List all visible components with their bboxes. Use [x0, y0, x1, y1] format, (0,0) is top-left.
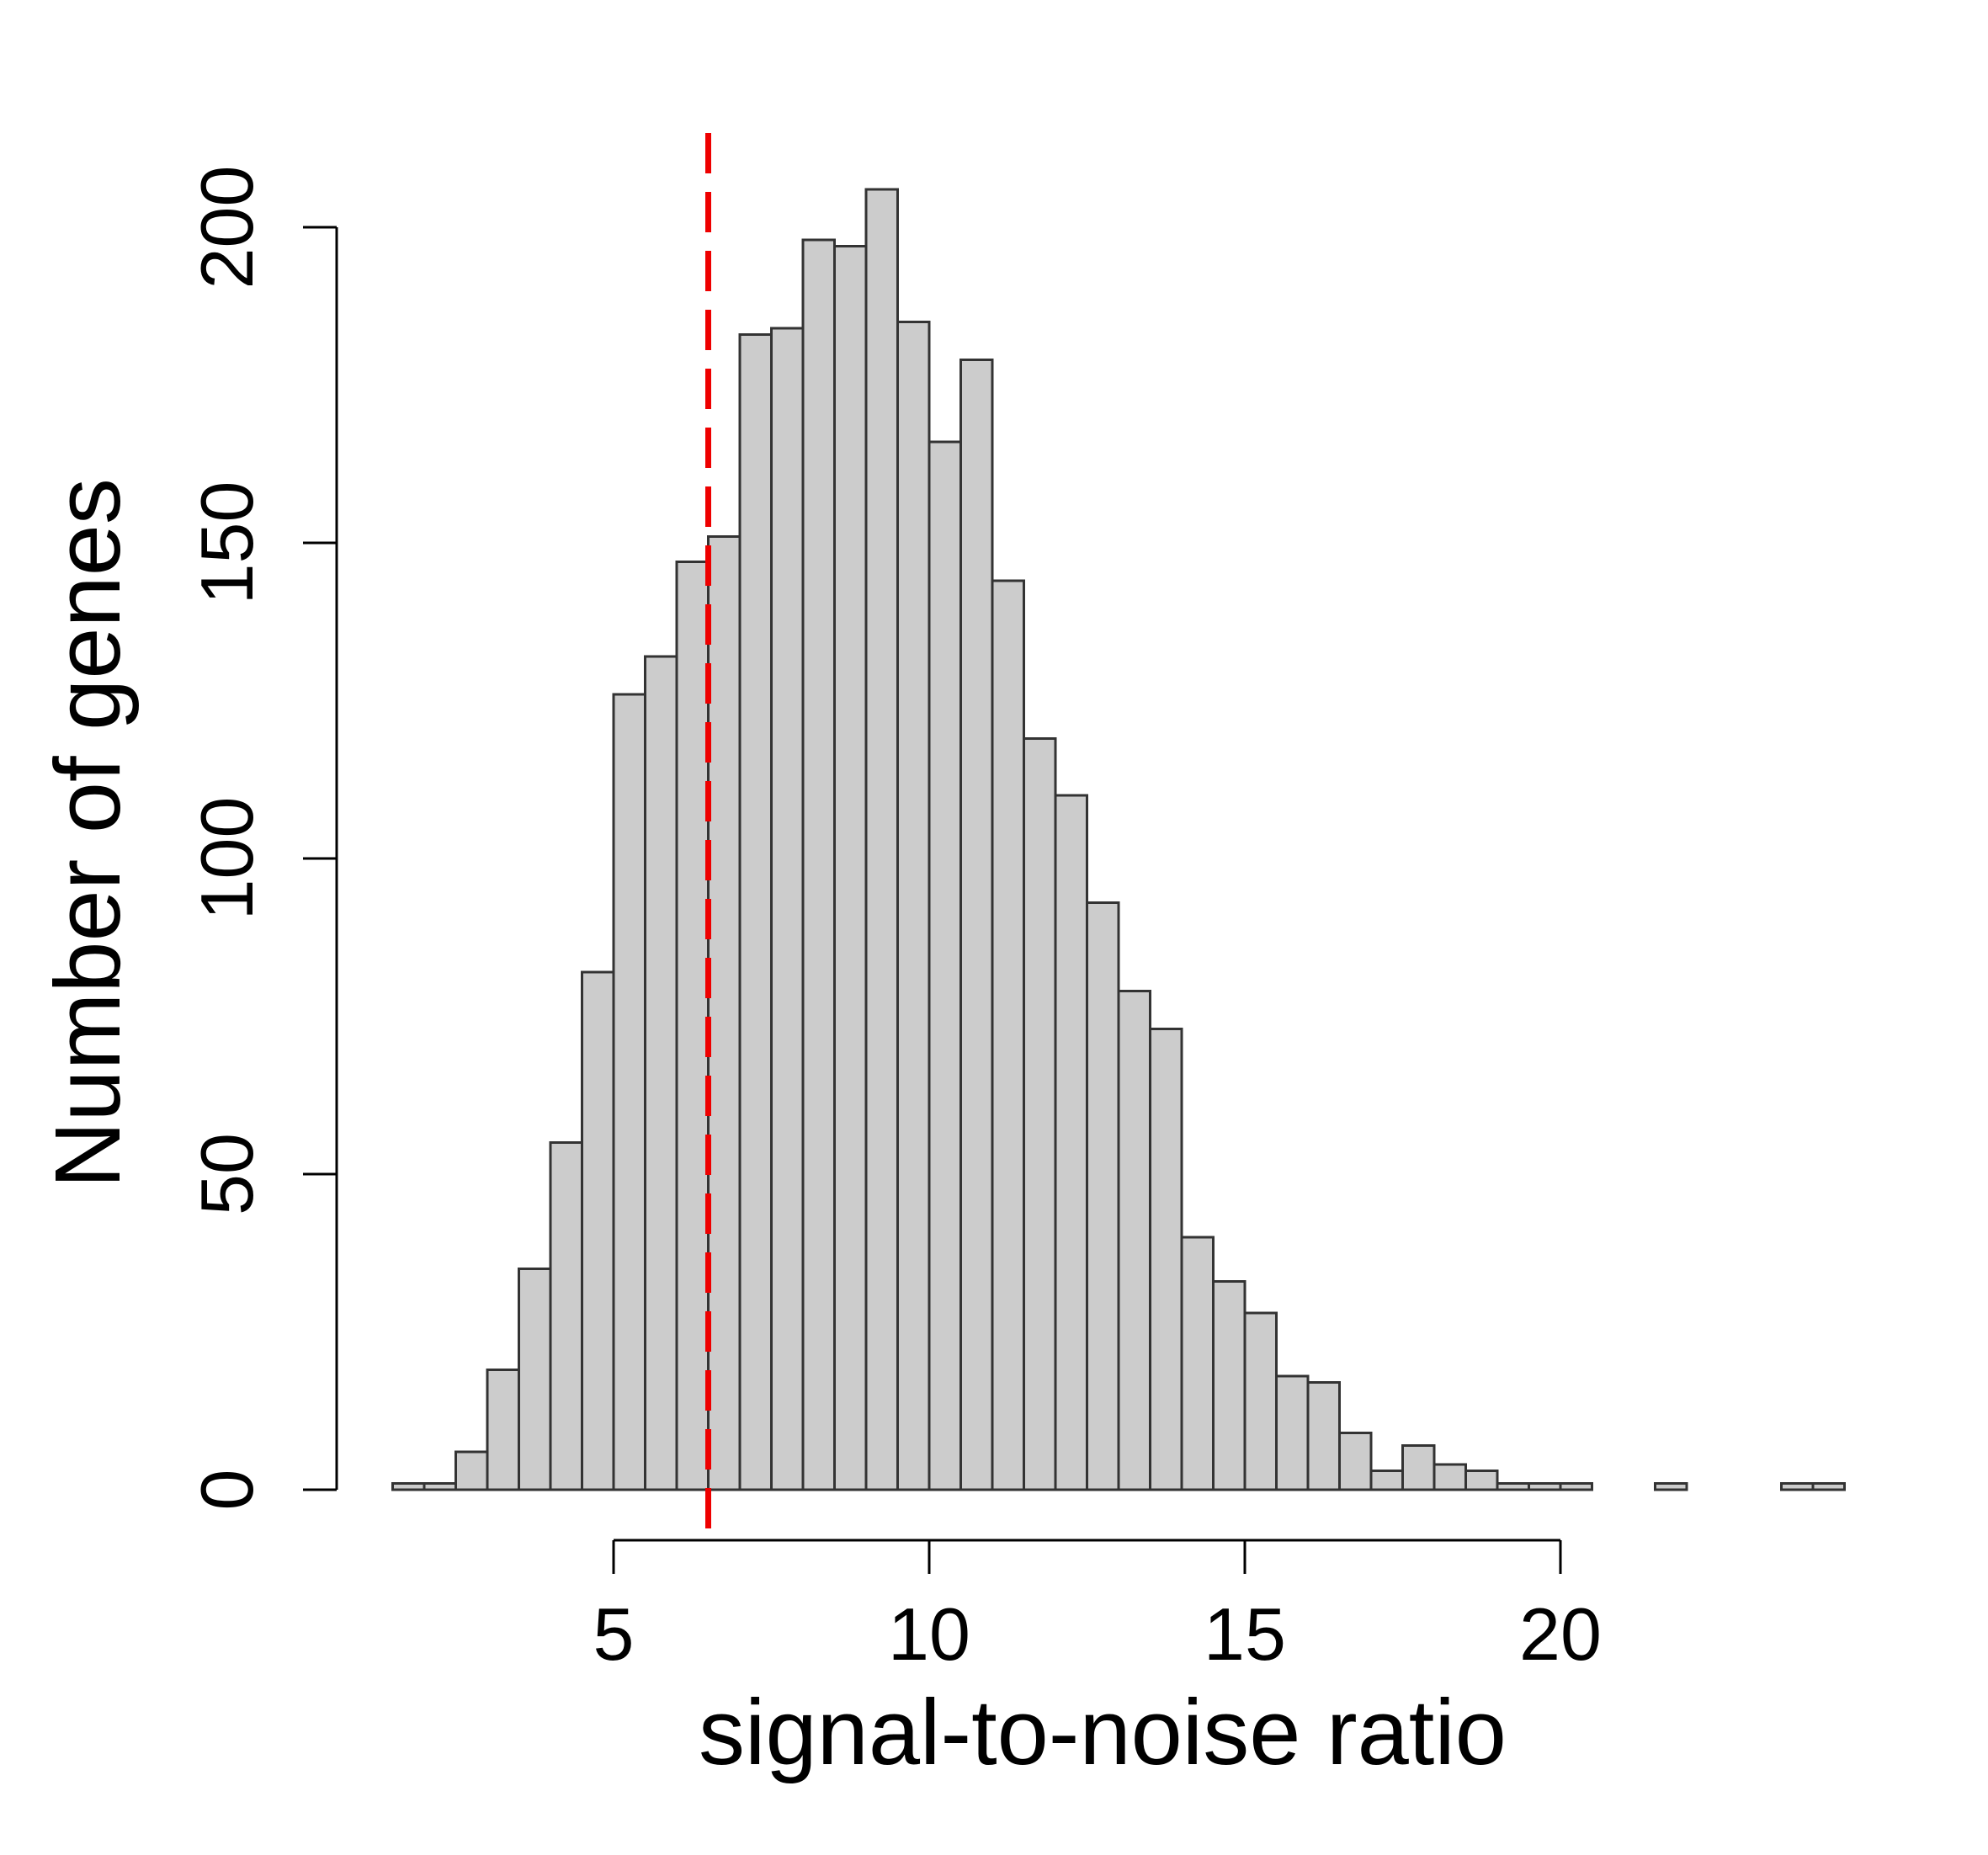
histogram-bar [991, 579, 1025, 1491]
histogram-bar [1180, 1236, 1215, 1491]
histogram-bar [1433, 1463, 1467, 1491]
histogram-bar [1054, 794, 1088, 1491]
x-axis: 5 10 15 20 [593, 1539, 1602, 1676]
histogram-bar [959, 359, 994, 1491]
histogram-bar [1780, 1482, 1815, 1491]
histogram-bar [549, 1141, 583, 1491]
histogram-bar [1275, 1374, 1310, 1491]
histogram-bar [581, 970, 615, 1491]
histogram-bars [391, 188, 1846, 1491]
histogram-bar [707, 535, 742, 1491]
histogram-bar [1023, 737, 1057, 1491]
y-tick-label: 150 [185, 481, 268, 605]
histogram-bar [1117, 990, 1151, 1491]
histogram-bar [1654, 1482, 1688, 1491]
histogram-bar [675, 561, 710, 1491]
x-tick-label: 10 [888, 1592, 970, 1676]
histogram-bar [1369, 1470, 1404, 1491]
histogram-bar [1559, 1482, 1593, 1491]
histogram-bar [454, 1450, 489, 1491]
histogram-bar [1338, 1432, 1373, 1491]
histogram-bar [391, 1482, 426, 1491]
y-axis-title: Number of genes [36, 478, 140, 1188]
histogram-bar [1528, 1482, 1562, 1491]
histogram-bar [833, 245, 868, 1491]
histogram-bar [928, 440, 962, 1491]
histogram-bar [1811, 1482, 1846, 1491]
y-tick-label: 200 [185, 166, 268, 290]
histogram-bar [423, 1482, 457, 1491]
histogram-bar [1401, 1444, 1436, 1491]
histogram-bar [1306, 1381, 1341, 1491]
y-axis: 0 50 100 150 200 [185, 166, 338, 1511]
histogram-bar [1212, 1280, 1246, 1491]
histogram-bar [770, 327, 805, 1491]
histogram-bar [738, 333, 773, 1491]
histogram-bar [486, 1369, 520, 1491]
y-tick-label: 0 [185, 1470, 268, 1511]
x-tick-label: 20 [1519, 1592, 1602, 1676]
histogram-bar [864, 188, 899, 1491]
x-axis-title: signal-to-noise ratio [699, 1681, 1507, 1784]
histogram-bar [801, 238, 836, 1491]
histogram-bar [644, 655, 678, 1491]
histogram-bar [896, 321, 931, 1491]
histogram-bar [1496, 1482, 1530, 1491]
histogram-bar [518, 1268, 552, 1491]
histogram-bar [612, 693, 646, 1491]
histogram-bar [1464, 1470, 1499, 1491]
x-tick-label: 5 [593, 1592, 635, 1676]
histogram-bar [1086, 901, 1120, 1491]
x-tick-label: 15 [1204, 1592, 1286, 1676]
y-tick-label: 100 [185, 797, 268, 921]
histogram-bar [1149, 1028, 1183, 1491]
histogram-bar [1243, 1311, 1278, 1491]
y-tick-label: 50 [185, 1133, 268, 1215]
